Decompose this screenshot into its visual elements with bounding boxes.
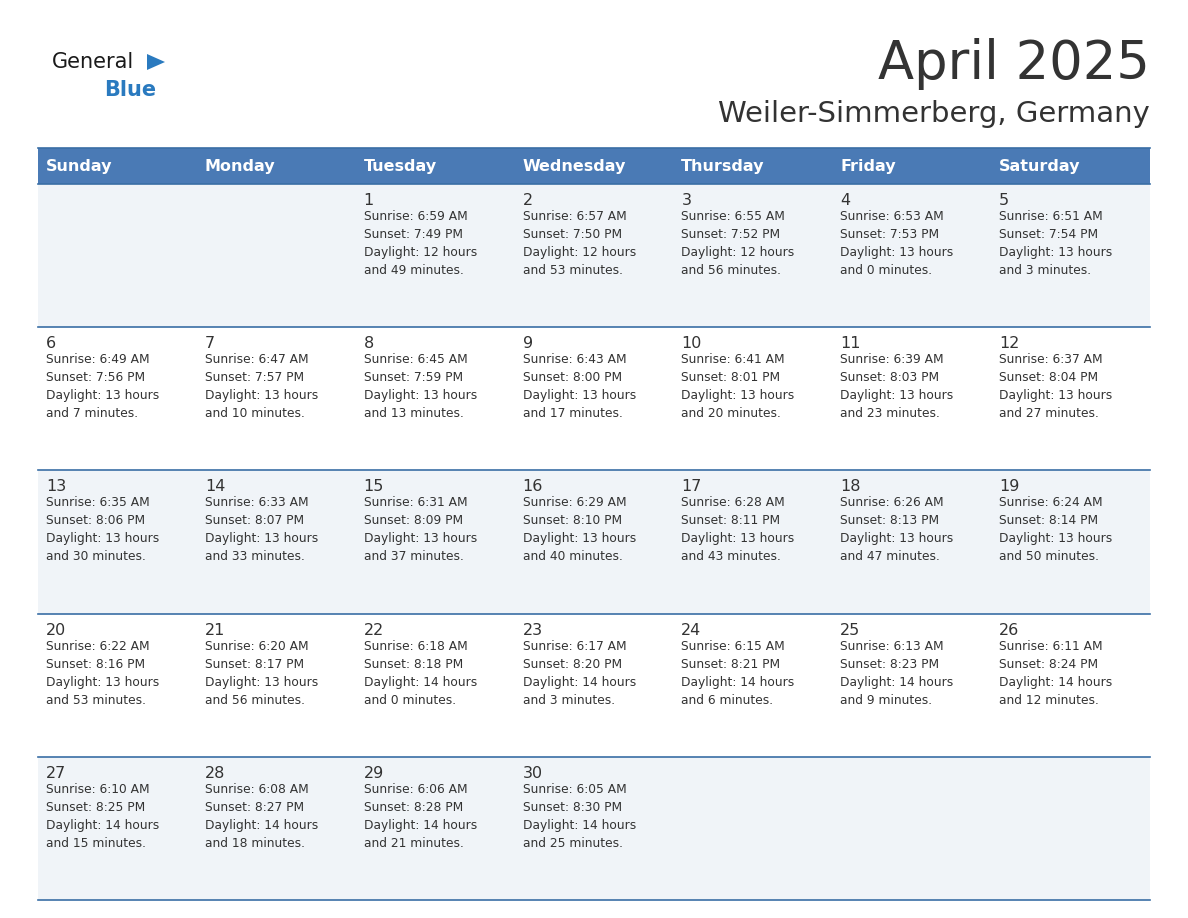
Text: 18: 18: [840, 479, 861, 495]
Text: Monday: Monday: [204, 159, 276, 174]
Bar: [38, 613, 1150, 756]
Bar: [674, 148, 833, 184]
Text: Sunrise: 6:10 AM
Sunset: 8:25 PM
Daylight: 14 hours
and 15 minutes.: Sunrise: 6:10 AM Sunset: 8:25 PM Dayligh…: [46, 783, 159, 850]
Text: Sunrise: 6:47 AM
Sunset: 7:57 PM
Daylight: 13 hours
and 10 minutes.: Sunrise: 6:47 AM Sunset: 7:57 PM Dayligh…: [204, 353, 318, 420]
Text: Sunrise: 6:20 AM
Sunset: 8:17 PM
Daylight: 13 hours
and 56 minutes.: Sunrise: 6:20 AM Sunset: 8:17 PM Dayligh…: [204, 640, 318, 707]
Text: Sunrise: 6:08 AM
Sunset: 8:27 PM
Daylight: 14 hours
and 18 minutes.: Sunrise: 6:08 AM Sunset: 8:27 PM Dayligh…: [204, 783, 318, 850]
Text: Sunrise: 6:28 AM
Sunset: 8:11 PM
Daylight: 13 hours
and 43 minutes.: Sunrise: 6:28 AM Sunset: 8:11 PM Dayligh…: [682, 497, 795, 564]
Text: Sunrise: 6:49 AM
Sunset: 7:56 PM
Daylight: 13 hours
and 7 minutes.: Sunrise: 6:49 AM Sunset: 7:56 PM Dayligh…: [46, 353, 159, 420]
Text: 6: 6: [46, 336, 56, 352]
Text: 7: 7: [204, 336, 215, 352]
Text: 5: 5: [999, 193, 1010, 208]
Bar: [38, 327, 1150, 470]
Text: 15: 15: [364, 479, 384, 495]
Bar: [38, 184, 1150, 327]
Bar: [355, 148, 514, 184]
Bar: [991, 148, 1150, 184]
Text: Wednesday: Wednesday: [523, 159, 626, 174]
Bar: [38, 148, 197, 184]
Text: 1: 1: [364, 193, 374, 208]
Text: 13: 13: [46, 479, 67, 495]
Text: 19: 19: [999, 479, 1019, 495]
Text: Sunrise: 6:57 AM
Sunset: 7:50 PM
Daylight: 12 hours
and 53 minutes.: Sunrise: 6:57 AM Sunset: 7:50 PM Dayligh…: [523, 210, 636, 277]
Text: 20: 20: [46, 622, 67, 638]
Text: Tuesday: Tuesday: [364, 159, 437, 174]
Text: 4: 4: [840, 193, 851, 208]
Text: 10: 10: [682, 336, 702, 352]
Text: Sunrise: 6:55 AM
Sunset: 7:52 PM
Daylight: 12 hours
and 56 minutes.: Sunrise: 6:55 AM Sunset: 7:52 PM Dayligh…: [682, 210, 795, 277]
Text: April 2025: April 2025: [878, 38, 1150, 90]
Text: Sunrise: 6:18 AM
Sunset: 8:18 PM
Daylight: 14 hours
and 0 minutes.: Sunrise: 6:18 AM Sunset: 8:18 PM Dayligh…: [364, 640, 476, 707]
Text: Sunrise: 6:51 AM
Sunset: 7:54 PM
Daylight: 13 hours
and 3 minutes.: Sunrise: 6:51 AM Sunset: 7:54 PM Dayligh…: [999, 210, 1112, 277]
Text: Sunrise: 6:37 AM
Sunset: 8:04 PM
Daylight: 13 hours
and 27 minutes.: Sunrise: 6:37 AM Sunset: 8:04 PM Dayligh…: [999, 353, 1112, 420]
Text: Sunrise: 6:24 AM
Sunset: 8:14 PM
Daylight: 13 hours
and 50 minutes.: Sunrise: 6:24 AM Sunset: 8:14 PM Dayligh…: [999, 497, 1112, 564]
Polygon shape: [147, 54, 165, 70]
Text: Sunday: Sunday: [46, 159, 113, 174]
Text: Sunrise: 6:29 AM
Sunset: 8:10 PM
Daylight: 13 hours
and 40 minutes.: Sunrise: 6:29 AM Sunset: 8:10 PM Dayligh…: [523, 497, 636, 564]
Text: Blue: Blue: [105, 80, 156, 100]
Text: Sunrise: 6:11 AM
Sunset: 8:24 PM
Daylight: 14 hours
and 12 minutes.: Sunrise: 6:11 AM Sunset: 8:24 PM Dayligh…: [999, 640, 1112, 707]
Text: 23: 23: [523, 622, 543, 638]
Text: 26: 26: [999, 622, 1019, 638]
Text: Sunrise: 6:41 AM
Sunset: 8:01 PM
Daylight: 13 hours
and 20 minutes.: Sunrise: 6:41 AM Sunset: 8:01 PM Dayligh…: [682, 353, 795, 420]
Text: Sunrise: 6:05 AM
Sunset: 8:30 PM
Daylight: 14 hours
and 25 minutes.: Sunrise: 6:05 AM Sunset: 8:30 PM Dayligh…: [523, 783, 636, 850]
Text: 12: 12: [999, 336, 1019, 352]
Text: Sunrise: 6:31 AM
Sunset: 8:09 PM
Daylight: 13 hours
and 37 minutes.: Sunrise: 6:31 AM Sunset: 8:09 PM Dayligh…: [364, 497, 476, 564]
Text: 3: 3: [682, 193, 691, 208]
Bar: [38, 470, 1150, 613]
Text: 25: 25: [840, 622, 860, 638]
Bar: [38, 756, 1150, 900]
Text: 22: 22: [364, 622, 384, 638]
Text: 9: 9: [523, 336, 532, 352]
Text: Saturday: Saturday: [999, 159, 1081, 174]
Text: 30: 30: [523, 766, 543, 781]
Text: Thursday: Thursday: [682, 159, 765, 174]
Text: General: General: [52, 52, 134, 72]
Text: Sunrise: 6:39 AM
Sunset: 8:03 PM
Daylight: 13 hours
and 23 minutes.: Sunrise: 6:39 AM Sunset: 8:03 PM Dayligh…: [840, 353, 954, 420]
Text: 24: 24: [682, 622, 702, 638]
Text: Sunrise: 6:15 AM
Sunset: 8:21 PM
Daylight: 14 hours
and 6 minutes.: Sunrise: 6:15 AM Sunset: 8:21 PM Dayligh…: [682, 640, 795, 707]
Text: Sunrise: 6:22 AM
Sunset: 8:16 PM
Daylight: 13 hours
and 53 minutes.: Sunrise: 6:22 AM Sunset: 8:16 PM Dayligh…: [46, 640, 159, 707]
Text: Sunrise: 6:53 AM
Sunset: 7:53 PM
Daylight: 13 hours
and 0 minutes.: Sunrise: 6:53 AM Sunset: 7:53 PM Dayligh…: [840, 210, 954, 277]
Bar: [514, 148, 674, 184]
Text: Sunrise: 6:33 AM
Sunset: 8:07 PM
Daylight: 13 hours
and 33 minutes.: Sunrise: 6:33 AM Sunset: 8:07 PM Dayligh…: [204, 497, 318, 564]
Text: Sunrise: 6:59 AM
Sunset: 7:49 PM
Daylight: 12 hours
and 49 minutes.: Sunrise: 6:59 AM Sunset: 7:49 PM Dayligh…: [364, 210, 476, 277]
Text: 8: 8: [364, 336, 374, 352]
Text: 17: 17: [682, 479, 702, 495]
Text: Sunrise: 6:45 AM
Sunset: 7:59 PM
Daylight: 13 hours
and 13 minutes.: Sunrise: 6:45 AM Sunset: 7:59 PM Dayligh…: [364, 353, 476, 420]
Text: Sunrise: 6:17 AM
Sunset: 8:20 PM
Daylight: 14 hours
and 3 minutes.: Sunrise: 6:17 AM Sunset: 8:20 PM Dayligh…: [523, 640, 636, 707]
Bar: [197, 148, 355, 184]
Text: 21: 21: [204, 622, 226, 638]
Text: Sunrise: 6:35 AM
Sunset: 8:06 PM
Daylight: 13 hours
and 30 minutes.: Sunrise: 6:35 AM Sunset: 8:06 PM Dayligh…: [46, 497, 159, 564]
Text: Sunrise: 6:13 AM
Sunset: 8:23 PM
Daylight: 14 hours
and 9 minutes.: Sunrise: 6:13 AM Sunset: 8:23 PM Dayligh…: [840, 640, 954, 707]
Text: 11: 11: [840, 336, 861, 352]
Text: Sunrise: 6:06 AM
Sunset: 8:28 PM
Daylight: 14 hours
and 21 minutes.: Sunrise: 6:06 AM Sunset: 8:28 PM Dayligh…: [364, 783, 476, 850]
Text: 27: 27: [46, 766, 67, 781]
Text: Sunrise: 6:43 AM
Sunset: 8:00 PM
Daylight: 13 hours
and 17 minutes.: Sunrise: 6:43 AM Sunset: 8:00 PM Dayligh…: [523, 353, 636, 420]
Text: 16: 16: [523, 479, 543, 495]
Text: 29: 29: [364, 766, 384, 781]
Text: Sunrise: 6:26 AM
Sunset: 8:13 PM
Daylight: 13 hours
and 47 minutes.: Sunrise: 6:26 AM Sunset: 8:13 PM Dayligh…: [840, 497, 954, 564]
Bar: [833, 148, 991, 184]
Text: 2: 2: [523, 193, 532, 208]
Text: Friday: Friday: [840, 159, 896, 174]
Text: Weiler-Simmerberg, Germany: Weiler-Simmerberg, Germany: [718, 100, 1150, 128]
Text: 28: 28: [204, 766, 226, 781]
Text: 14: 14: [204, 479, 226, 495]
